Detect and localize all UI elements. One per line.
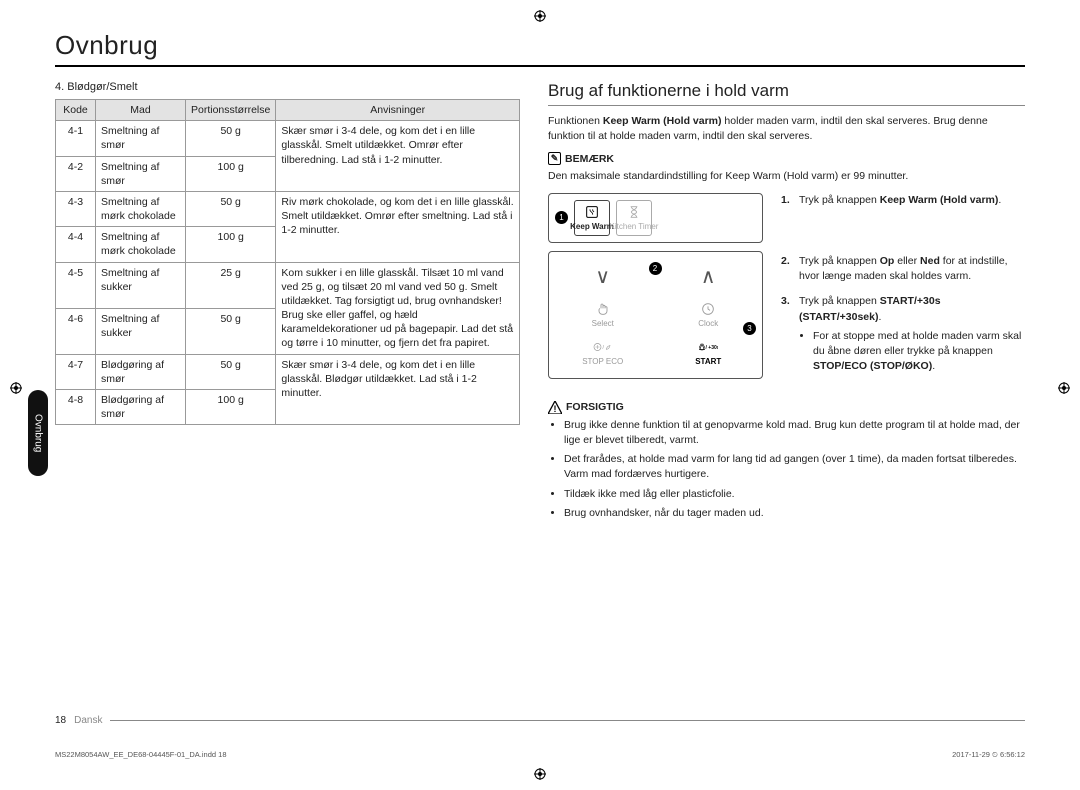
steps-list: Tryk på knappen Keep Warm (Hold varm). T… bbox=[781, 193, 1025, 387]
table-header: Kode bbox=[56, 100, 96, 121]
section-rule bbox=[548, 105, 1025, 106]
warning-icon: ! bbox=[548, 401, 562, 414]
left-column: 4. Blødgør/Smelt KodeMadPortionsstørrels… bbox=[55, 81, 520, 525]
intro-text: Funktionen Keep Warm (Hold varm) holder … bbox=[548, 114, 1025, 144]
svg-text:!: ! bbox=[554, 404, 557, 414]
stop-eco-icon: / bbox=[593, 339, 613, 355]
note-header: ✎ BEMÆRK bbox=[548, 152, 1025, 165]
keep-warm-icon bbox=[584, 204, 600, 220]
step-badge-3: 3 bbox=[743, 322, 756, 335]
crop-mark bbox=[1058, 382, 1070, 394]
hourglass-icon bbox=[626, 204, 642, 220]
table-header: Anvisninger bbox=[276, 100, 520, 121]
plus30-label: / +30s bbox=[706, 345, 719, 351]
table-title: 4. Blødgør/Smelt bbox=[55, 81, 520, 93]
page-footer: 18 Dansk bbox=[55, 715, 1025, 726]
title-rule bbox=[55, 65, 1025, 67]
right-column: Brug af funktionerne i hold varm Funktio… bbox=[548, 81, 1025, 525]
page-title: Ovnbrug bbox=[55, 30, 1025, 61]
kitchen-timer-button: Kitchen Timer bbox=[616, 200, 652, 236]
note-text: Den maksimale standardindstilling for Ke… bbox=[548, 169, 1025, 184]
print-footnote: MS22M8054AW_EE_DE68-04445F-01_DA.indd 18… bbox=[55, 750, 1025, 760]
control-panel-diagram: 1 Keep Warm Kitchen Timer 2 bbox=[548, 193, 763, 387]
clock-icon bbox=[698, 301, 718, 317]
step-3: Tryk på knappen START/+30s (START/+30sek… bbox=[781, 294, 1025, 374]
step-1: Tryk på knappen Keep Warm (Hold varm). bbox=[781, 193, 1025, 208]
table-row: 4-1Smeltning af smør50 gSkær smør i 3-4 … bbox=[56, 121, 520, 156]
svg-text:/: / bbox=[602, 345, 604, 351]
step-2: Tryk på knappen Op eller Ned for at inds… bbox=[781, 254, 1025, 284]
caution-item: Brug ovnhandsker, når du tager maden ud. bbox=[564, 506, 1025, 521]
start-icon: / +30s bbox=[698, 339, 718, 355]
caution-item: Brug ikke denne funktion til at genopvar… bbox=[564, 418, 1025, 448]
caution-item: Tildæk ikke med låg eller plasticfolie. bbox=[564, 487, 1025, 502]
hand-icon bbox=[593, 301, 613, 317]
side-tab: Ovnbrug bbox=[28, 390, 48, 476]
down-arrow-button bbox=[557, 260, 649, 294]
page-lang: Dansk bbox=[74, 715, 102, 726]
soften-table: KodeMadPortionsstørrelseAnvisninger 4-1S… bbox=[55, 99, 520, 425]
page-number: 18 bbox=[55, 715, 66, 726]
caution-header: ! FORSIGTIG bbox=[548, 401, 1025, 414]
note-icon: ✎ bbox=[548, 152, 561, 165]
table-header: Portionsstørrelse bbox=[186, 100, 276, 121]
table-row: 4-7Blødgøring af smør50 gSkær smør i 3-4… bbox=[56, 354, 520, 389]
caution-item: Det frarådes, at holde mad varm for lang… bbox=[564, 452, 1025, 482]
crop-mark bbox=[10, 382, 22, 394]
start-button: 3 / +30s START bbox=[663, 336, 755, 370]
keep-warm-button: Keep Warm bbox=[574, 200, 610, 236]
clock-button: Clock bbox=[663, 298, 755, 332]
up-arrow-button: 2 bbox=[663, 260, 755, 294]
step-badge-2: 2 bbox=[649, 262, 662, 275]
crop-mark bbox=[534, 768, 546, 780]
step-3-sub: For at stoppe med at holde maden varm sk… bbox=[813, 329, 1025, 375]
section-heading: Brug af funktionerne i hold varm bbox=[548, 81, 1025, 101]
crop-mark bbox=[534, 10, 546, 22]
table-row: 4-5Smeltning af sukker25 gKom sukker i e… bbox=[56, 262, 520, 308]
select-button: Select bbox=[557, 298, 649, 332]
caution-list: Brug ikke denne funktion til at genopvar… bbox=[548, 418, 1025, 521]
step-badge-1: 1 bbox=[555, 211, 568, 224]
table-row: 4-3Smeltning af mørk chokolade50 gRiv mø… bbox=[56, 191, 520, 226]
stop-eco-button: / STOP ECO bbox=[557, 336, 649, 370]
table-header: Mad bbox=[96, 100, 186, 121]
